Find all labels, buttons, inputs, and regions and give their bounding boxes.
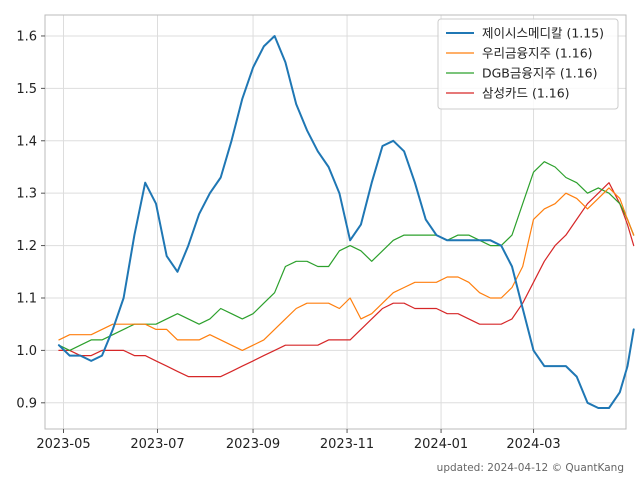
- y-tick-label: 1.0: [16, 344, 37, 359]
- y-tick-label: 1.4: [16, 134, 37, 149]
- series-line-0: [57, 35, 635, 409]
- legend-label-0: 제이시스메디칼 (1.15): [482, 26, 604, 41]
- y-tick-label: 1.6: [16, 29, 37, 44]
- series-lines: [57, 35, 635, 409]
- x-tick-label: 2023-09: [226, 437, 280, 452]
- x-axis: 2023-05 2023-07 2023-09 2023-11 2024-01 2024-…: [36, 429, 561, 452]
- x-tick-label: 2024-01: [414, 437, 468, 452]
- legend-label-1: 우리금융지주 (1.16): [482, 46, 593, 61]
- y-tick-label: 1.3: [16, 187, 37, 202]
- x-tick-label: 2023-05: [36, 437, 90, 452]
- x-tick-label: 2023-07: [130, 437, 184, 452]
- x-tick-label: 2023-11: [320, 437, 374, 452]
- footer-text: updated: 2024-04-12 © QuantKang: [437, 462, 624, 474]
- x-tick-label: 2024-03: [506, 437, 560, 452]
- series-line-2: [58, 161, 635, 351]
- y-tick-label: 1.1: [16, 291, 37, 306]
- y-tick-label: 1.2: [16, 239, 37, 254]
- legend-label-2: DGB금융지주 (1.16): [482, 66, 597, 81]
- y-axis: 0.9 1.0 1.1 1.2 1.3 1.4 1.5 1.6: [16, 29, 45, 411]
- series-line-1: [58, 187, 635, 351]
- legend-label-3: 삼성카드 (1.16): [482, 86, 570, 101]
- series-line-3: [58, 182, 635, 378]
- y-tick-label: 0.9: [16, 396, 37, 411]
- legend: 제이시스메디칼 (1.15) 우리금융지주 (1.16) DGB금융지주 (1.16…: [437, 18, 619, 110]
- legend-box: [437, 18, 619, 110]
- y-tick-label: 1.5: [16, 82, 37, 97]
